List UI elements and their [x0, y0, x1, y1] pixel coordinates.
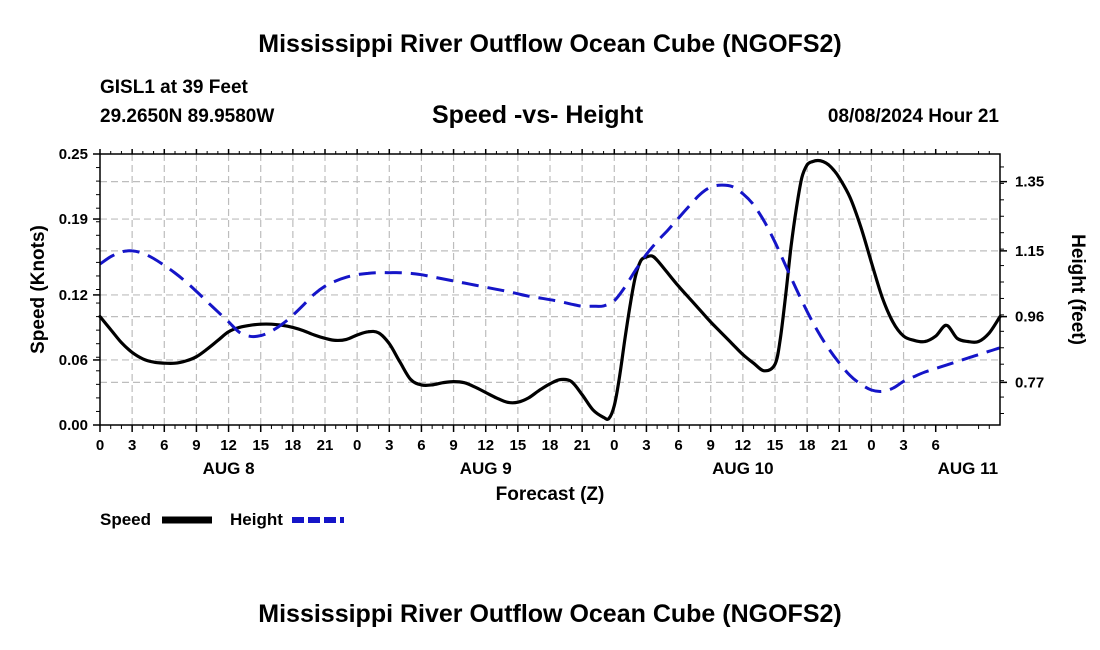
x-tick-label: 0	[610, 437, 618, 454]
x-tick-label: 15	[510, 437, 527, 454]
legend-label-height: Height	[230, 510, 283, 529]
x-tick-label: 3	[642, 437, 650, 454]
x-tick-label: 9	[707, 437, 715, 454]
y-tick-label: 0.00	[59, 417, 88, 434]
legend-label-speed: Speed	[100, 510, 151, 529]
x-axis-title: Forecast (Z)	[496, 484, 605, 505]
x-tick-label: 0	[353, 437, 361, 454]
station-name: GISL1 at 39 Feet	[100, 77, 248, 98]
x-tick-label: 6	[160, 437, 168, 454]
x-tick-label: 3	[385, 437, 393, 454]
y-axis-title: Speed (Knots)	[28, 225, 49, 354]
x-tick-label: 6	[417, 437, 425, 454]
x-tick-label: 12	[477, 437, 494, 454]
x-day-label: AUG 8	[203, 459, 255, 478]
x-tick-label: 6	[932, 437, 940, 454]
series-lines	[98, 158, 1002, 422]
y-tick-label: 0.06	[59, 352, 88, 369]
chart-main-title: Mississippi River Outflow Ocean Cube (NG…	[258, 30, 842, 58]
x-tick-label: 9	[192, 437, 200, 454]
speed-series-line	[98, 158, 1002, 422]
height-series-line	[99, 183, 1001, 393]
y-tick-label: 0.25	[59, 146, 88, 163]
x-tick-label: 12	[735, 437, 752, 454]
x-tick-label: 3	[128, 437, 136, 454]
station-coordinates: 29.2650N 89.9580W	[100, 106, 275, 127]
y2-tick-label: 1.15	[1015, 243, 1044, 260]
y2-tick-label: 0.77	[1015, 374, 1044, 391]
x-tick-label: 15	[252, 437, 269, 454]
x-tick-label: 21	[574, 437, 591, 454]
x-tick-label: 9	[449, 437, 457, 454]
chart-subtitle: Speed -vs- Height	[432, 101, 644, 129]
x-tick-label: 0	[867, 437, 875, 454]
x-day-label: AUG 11	[938, 459, 998, 478]
x-tick-label: 0	[96, 437, 104, 454]
axes: 0 3 6 9 12 15 18 21 0 3 6 9 12 15 18 21 0 3 6 9 12 15 18 21 0 3 6 A…	[28, 146, 1088, 505]
x-tick-label: 18	[542, 437, 559, 454]
x-tick-label: 18	[285, 437, 302, 454]
y2-tick-label: 1.35	[1015, 174, 1044, 191]
x-tick-label: 6	[674, 437, 682, 454]
x-tick-label: 18	[799, 437, 816, 454]
x-day-label: AUG 10	[712, 459, 773, 478]
x-tick-label: 3	[899, 437, 907, 454]
y2-axis-title: Height (feet)	[1067, 234, 1088, 345]
forecast-datestamp: 08/08/2024 Hour 21	[827, 106, 999, 127]
x-tick-label: 21	[831, 437, 848, 454]
y-tick-label: 0.12	[59, 287, 88, 304]
y2-tick-label: 0.96	[1015, 309, 1044, 326]
x-tick-label: 12	[220, 437, 237, 454]
x-tick-label: 21	[317, 437, 334, 454]
legend: Speed Height	[100, 510, 344, 529]
y-tick-label: 0.19	[59, 211, 88, 228]
x-day-label: AUG 9	[460, 459, 512, 478]
chart-bottom-title: Mississippi River Outflow Ocean Cube (NG…	[258, 600, 842, 628]
x-tick-label: 15	[767, 437, 784, 454]
